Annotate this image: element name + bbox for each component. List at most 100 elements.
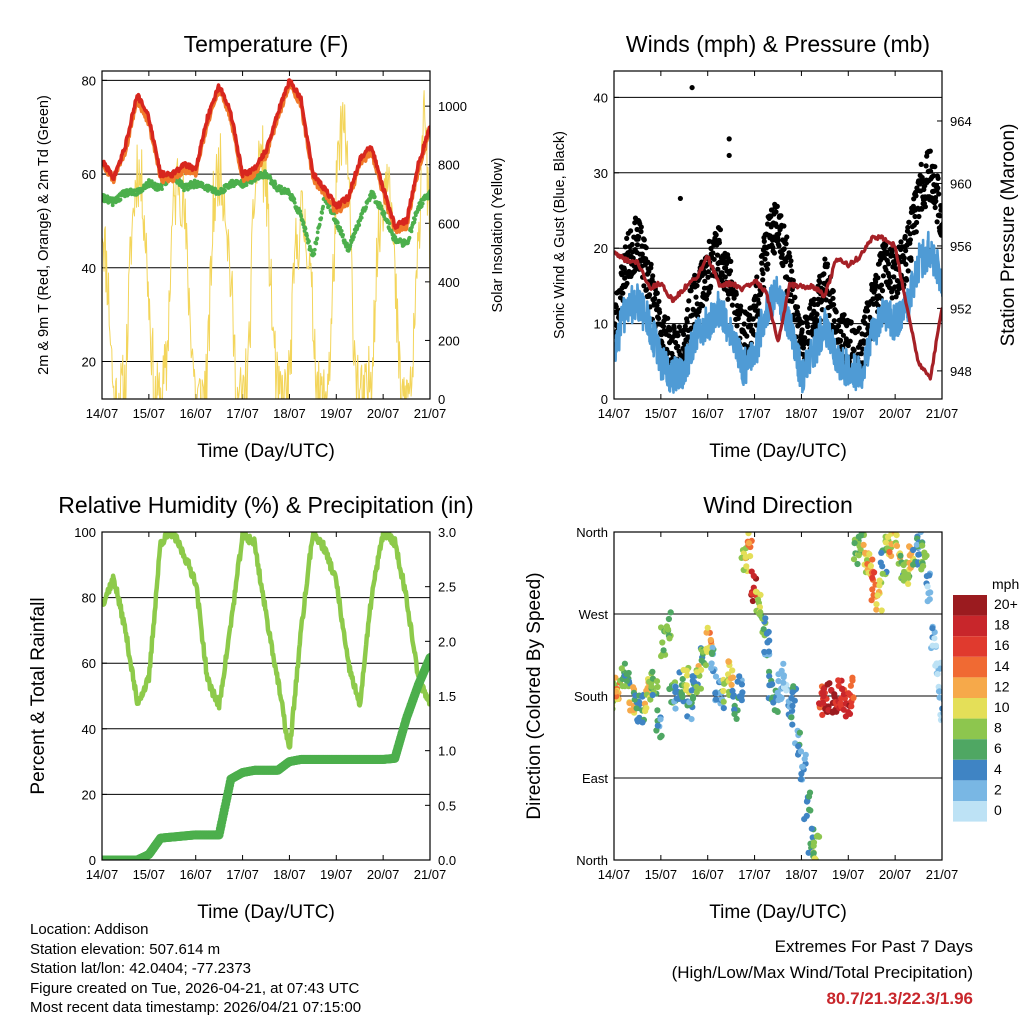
data-point-precip <box>595 641 604 650</box>
data-point-direction <box>915 551 922 558</box>
x-tick-label: 17/07 <box>738 406 771 421</box>
data-point-td <box>556 377 560 381</box>
data-point-direction <box>939 705 942 712</box>
data-point-gust <box>622 275 628 281</box>
legend-swatch <box>953 595 987 616</box>
data-point-precip <box>435 649 444 658</box>
x-tick-label: 16/07 <box>691 867 724 882</box>
data-point-direction <box>729 667 736 674</box>
data-point-td <box>436 195 440 199</box>
data-point-td <box>551 382 555 386</box>
data-point-gust <box>634 226 640 233</box>
data-point-td <box>279 184 283 189</box>
data-point-direction <box>689 673 696 680</box>
data-point-gust <box>978 288 983 293</box>
data-point-td <box>499 322 503 326</box>
data-point-direction <box>849 677 856 684</box>
x-tick-label: 20/07 <box>879 406 912 421</box>
data-point-td <box>434 196 438 200</box>
data-point-td <box>576 377 580 381</box>
data-point-td <box>352 235 356 239</box>
data-point-precip <box>591 641 600 650</box>
data-point-td <box>379 204 384 209</box>
data-point-precip <box>489 642 498 651</box>
data-point-td <box>548 384 552 388</box>
data-point-gust <box>940 205 942 211</box>
data-point-gust <box>688 288 694 294</box>
data-point-direction <box>708 665 715 672</box>
data-point-direction <box>743 563 750 570</box>
data-point-gust <box>750 316 756 322</box>
data-point-td <box>550 380 554 384</box>
data-point-precip <box>461 643 470 652</box>
data-point-td <box>534 373 538 377</box>
data-point-td <box>578 383 582 387</box>
x-tick-label: 18/07 <box>273 406 306 421</box>
data-point-direction <box>878 549 885 557</box>
data-point-td <box>586 389 590 393</box>
legend-label: 20+ <box>994 596 1018 612</box>
data-point-td <box>517 348 521 352</box>
data-point-precip <box>569 641 578 650</box>
data-point-precip <box>461 643 470 652</box>
data-point-gust <box>963 347 968 352</box>
data-point-td <box>471 300 475 304</box>
data-point-gust <box>865 322 871 328</box>
data-point-direction <box>775 678 782 685</box>
data-point-td <box>437 191 441 195</box>
data-point-direction <box>745 532 752 537</box>
data-point-td <box>110 203 115 208</box>
data-point-gust <box>654 290 660 296</box>
data-point-direction <box>774 689 781 696</box>
data-point-gust-outlier <box>689 84 695 91</box>
data-point-td <box>296 206 301 211</box>
data-point-gust <box>838 328 844 335</box>
data-point-precip <box>504 642 513 651</box>
data-point-gust <box>982 251 987 256</box>
data-point-gust <box>961 379 966 384</box>
data-point-direction <box>745 540 753 547</box>
x-tick-label: 21/07 <box>926 406 959 421</box>
data-point-gust <box>748 322 754 328</box>
data-point-gust <box>942 263 947 268</box>
data-point-td <box>209 185 214 190</box>
data-point-td <box>393 235 398 240</box>
data-point-direction <box>811 855 818 860</box>
data-point-gust <box>878 282 885 288</box>
data-point-gust <box>936 191 942 197</box>
legend-label: 18 <box>994 617 1010 633</box>
data-point-gust <box>951 331 956 336</box>
data-point-td <box>460 266 464 270</box>
data-point-td <box>495 324 499 328</box>
x-tick-label: 15/07 <box>133 406 166 421</box>
data-point-gust <box>988 269 993 274</box>
legend-label: 14 <box>994 658 1010 674</box>
data-point-gust <box>951 355 956 360</box>
data-point-td <box>438 197 442 201</box>
data-point-gust <box>977 282 982 287</box>
data-point-gust <box>799 320 806 326</box>
data-point-gust <box>835 323 842 329</box>
data-point-gust <box>964 352 969 357</box>
data-point-gust <box>650 273 656 279</box>
data-point-gust <box>935 175 941 181</box>
data-point-precip <box>513 641 522 650</box>
data-point-gust <box>992 219 997 224</box>
data-point-precip <box>576 641 585 650</box>
data-point-precip <box>490 642 499 651</box>
data-point-direction <box>659 639 666 646</box>
data-point-precip <box>575 641 584 650</box>
data-point-direction <box>824 681 831 688</box>
data-point-direction <box>614 693 620 700</box>
data-point-precip <box>457 644 466 653</box>
data-point-td <box>557 373 561 377</box>
data-point-gust <box>968 328 973 333</box>
data-point-td <box>588 385 592 389</box>
data-point-gust <box>992 219 997 224</box>
data-point-precip <box>484 642 493 651</box>
panel-title: Winds (mph) & Pressure (mb) <box>626 31 930 57</box>
data-point-td <box>485 328 489 332</box>
temperature-panel: Temperature (F) 14/07 15/07 16/07 17/07 18/07… <box>36 31 592 462</box>
data-point-gust <box>660 323 667 329</box>
data-point-td <box>420 201 425 206</box>
